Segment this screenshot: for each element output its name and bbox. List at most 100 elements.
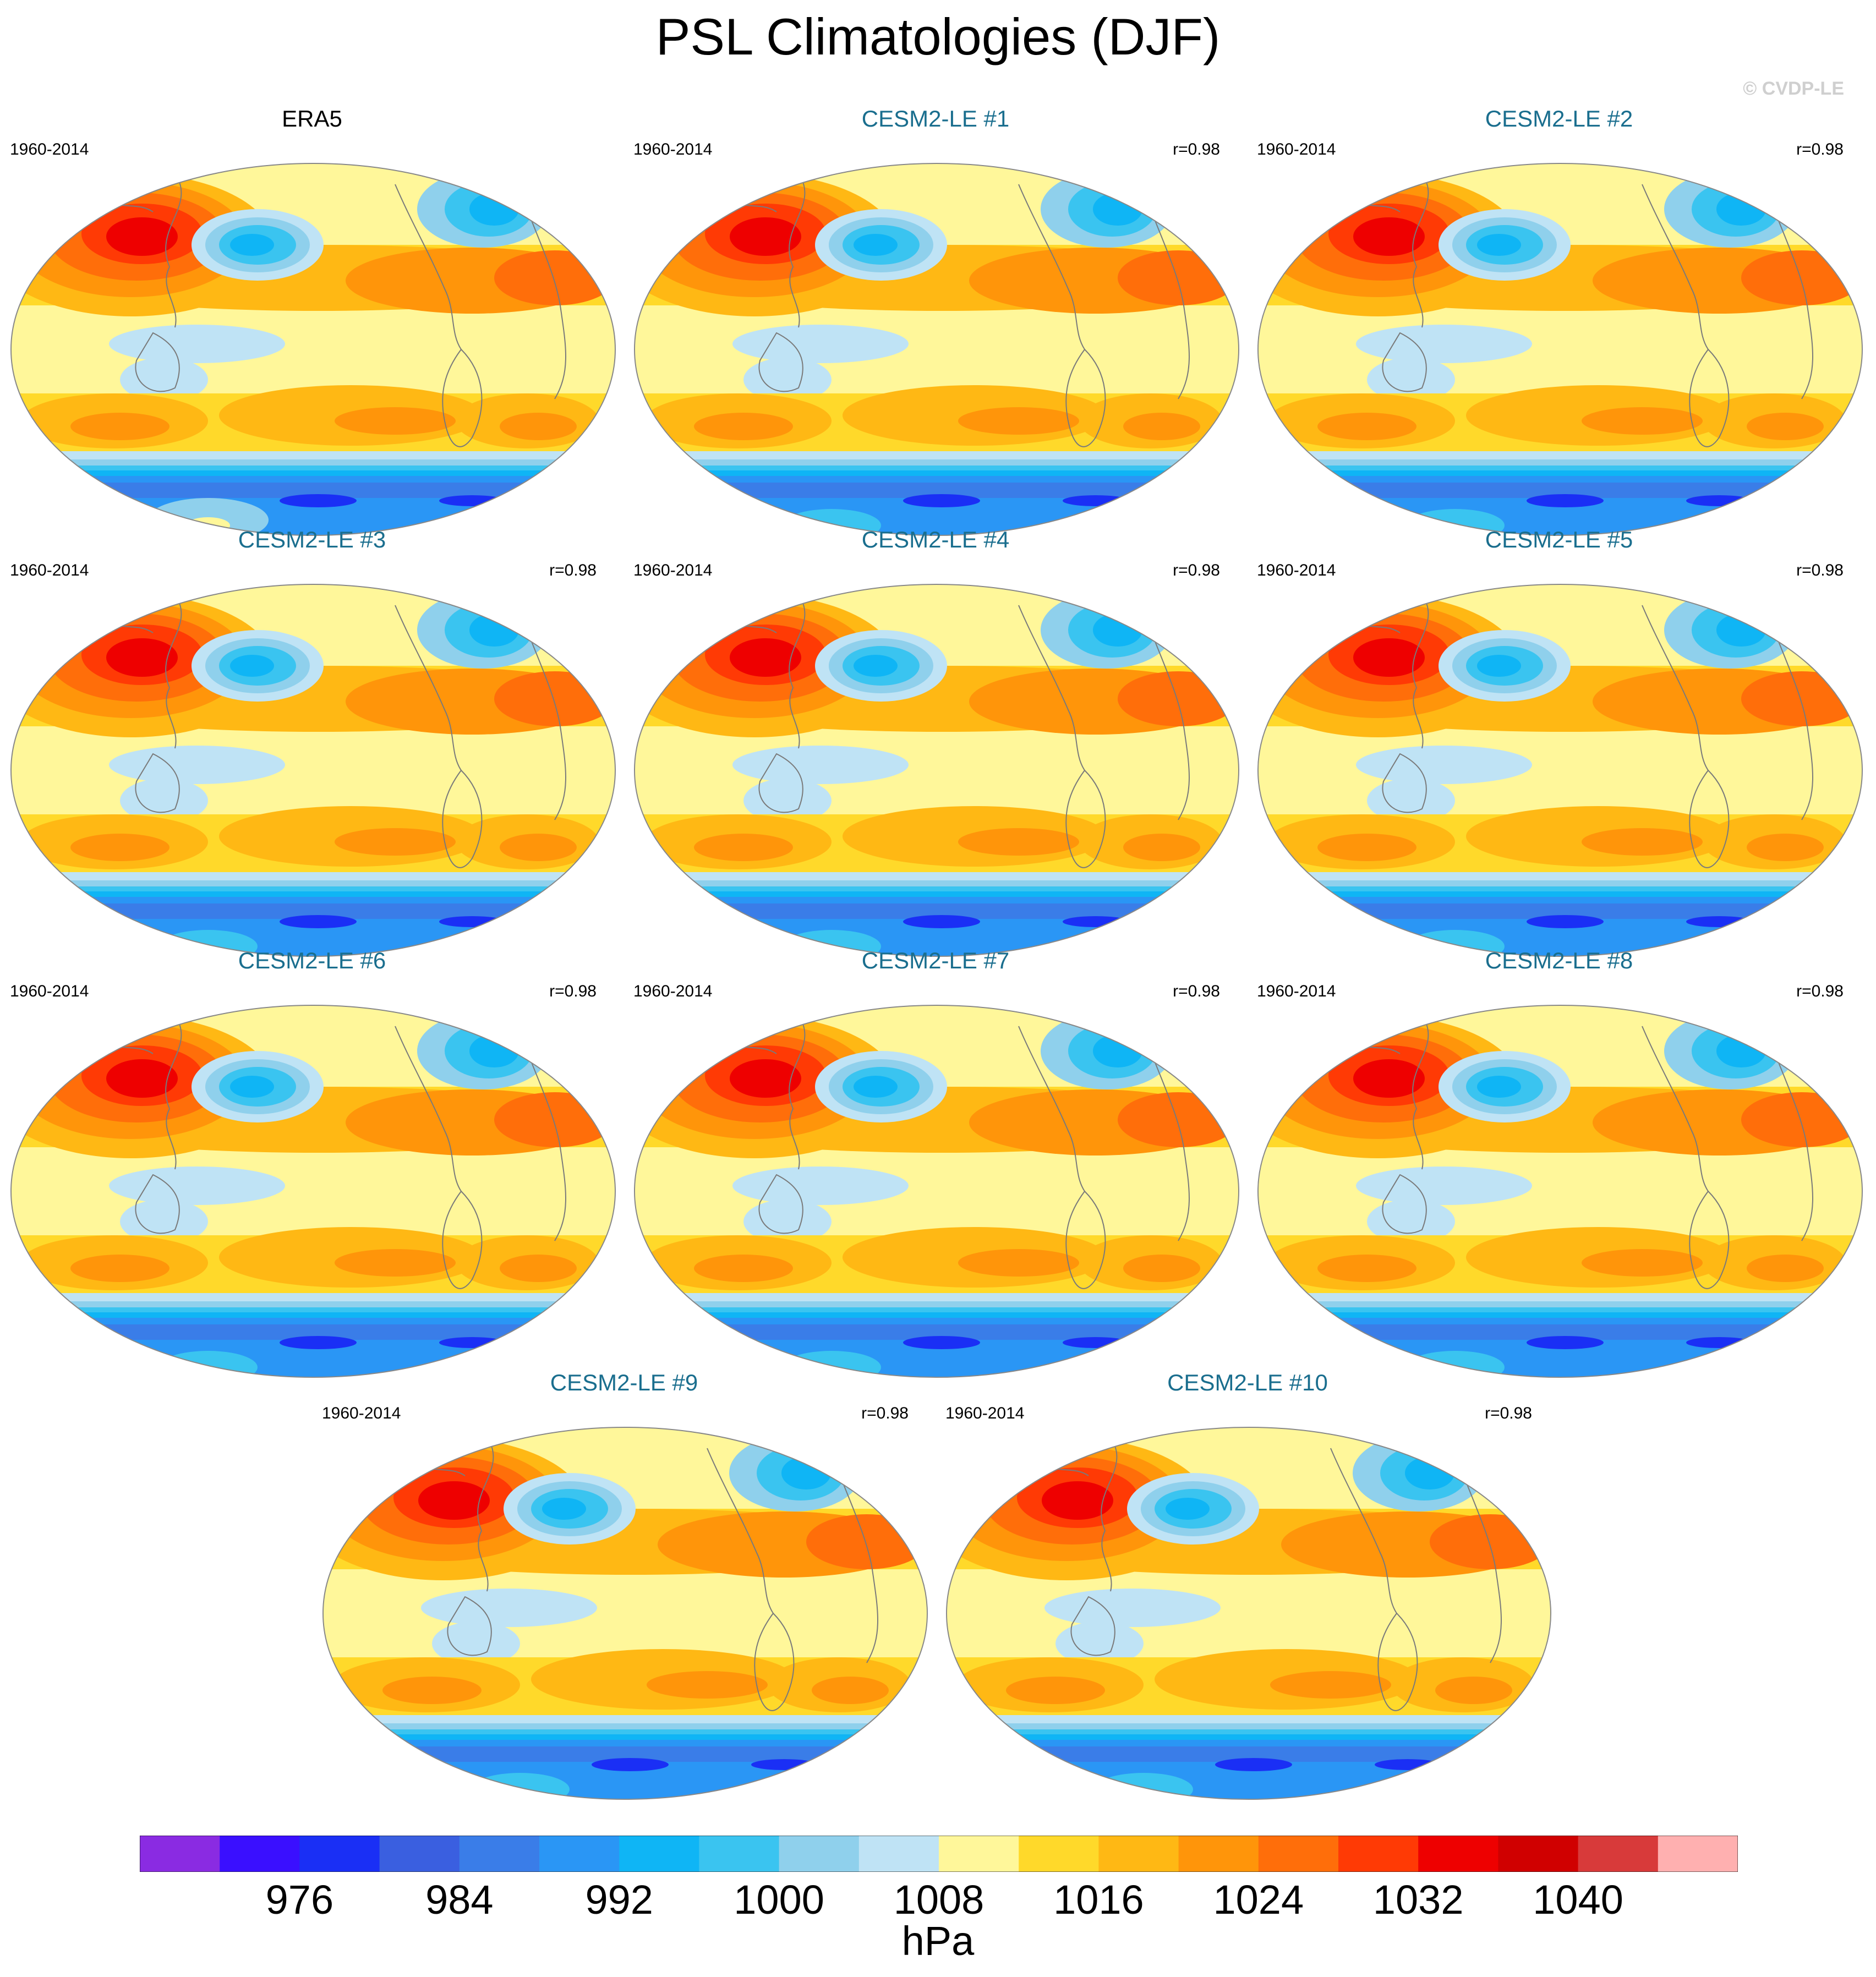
panel-title: CESM2-LE #2	[1485, 106, 1633, 132]
coastline	[1382, 332, 1427, 392]
psl-map	[634, 163, 1239, 536]
europe-high	[1741, 671, 1862, 726]
sh-high-atlantic-core	[1123, 1255, 1200, 1282]
australia-low	[1367, 1200, 1455, 1244]
colorbar-bin	[1338, 1836, 1419, 1872]
europe-high	[1118, 671, 1239, 726]
coastline	[1689, 348, 1730, 447]
sh-high-indian-core	[70, 1255, 169, 1282]
colorbar-tick-label: 1032	[1372, 1877, 1464, 1923]
panel-pattern-correlation: r=0.98	[1796, 561, 1844, 579]
coastline	[1768, 616, 1813, 820]
siberian-high-core	[730, 638, 801, 677]
australia-low	[1367, 358, 1455, 402]
so-core-indian	[76, 1340, 142, 1351]
sh-high-atlantic-core	[500, 834, 577, 861]
siberian-high-core	[1353, 1059, 1425, 1098]
so-belt-1004	[1258, 451, 1862, 461]
colorbar-bin	[140, 1836, 220, 1872]
so-core-amundsen	[1063, 1337, 1129, 1348]
colorbar-bin	[379, 1836, 460, 1872]
so-belt-988	[1258, 897, 1862, 905]
maritime-low	[1044, 1589, 1221, 1627]
so-core-ross	[903, 494, 980, 507]
map-panel: CESM2-LE #2 1960-2014 r=0.98	[1247, 106, 1871, 536]
coastline	[758, 332, 803, 392]
coastline	[1065, 769, 1106, 868]
so-belt-1000	[1258, 1301, 1862, 1309]
panel-title: CESM2-LE #3	[238, 527, 386, 552]
so-belt-1000	[11, 459, 615, 467]
panel-pattern-correlation: r=0.98	[1173, 561, 1220, 579]
coastline	[395, 605, 462, 771]
so-core-ross	[903, 1336, 980, 1349]
sh-high-pacific-core	[958, 407, 1079, 435]
coastline	[1768, 1037, 1813, 1241]
so-core-ross	[1527, 915, 1604, 928]
so-belt-988	[323, 1740, 927, 1748]
so-belt-1000	[323, 1723, 927, 1731]
psl-map	[946, 1427, 1551, 1800]
colorbar-tick-label: 992	[585, 1877, 653, 1923]
maritime-low	[1356, 746, 1532, 784]
coastline	[1065, 348, 1106, 447]
psl-map	[1257, 584, 1863, 957]
coastline	[1457, 1459, 1502, 1663]
so-core-ross	[280, 494, 357, 507]
coastline	[1377, 1612, 1418, 1711]
panel-period: 1960-2014	[322, 1404, 401, 1422]
so-belt-1004	[947, 1715, 1551, 1725]
coastline	[395, 1026, 462, 1192]
siberian-high-core	[106, 638, 178, 677]
europe-high	[494, 250, 615, 305]
so-core-indian	[1323, 1340, 1389, 1351]
map-panel: CESM2-LE #6 1960-2014 r=0.98	[0, 949, 624, 1378]
coastline	[1145, 1037, 1190, 1241]
panel-period: 1960-2014	[633, 561, 713, 579]
coastline	[447, 1596, 492, 1656]
colorbar-tick-label: 1008	[893, 1877, 985, 1923]
aleutian-low-core	[230, 655, 274, 677]
so-belt-992	[1258, 470, 1862, 477]
aleutian-low-core	[854, 234, 898, 256]
australia-low	[743, 358, 832, 402]
so-belt-1000	[635, 459, 1239, 467]
so-belt-1000	[1258, 880, 1862, 888]
panel-period: 1960-2014	[1257, 140, 1336, 158]
psl-map	[634, 1005, 1239, 1378]
colorbar-tick-label: 1024	[1213, 1877, 1304, 1923]
map-outline	[634, 1005, 1239, 1378]
so-core-amundsen	[439, 495, 505, 506]
australia-low	[120, 358, 208, 402]
siberian-high-core	[106, 217, 178, 256]
coastline	[135, 1174, 180, 1234]
colorbar-tick-label: 976	[265, 1877, 334, 1923]
map-panel: CESM2-LE #9 1960-2014 r=0.98	[312, 1371, 936, 1800]
sh-high-indian-core	[694, 834, 793, 861]
so-belt-988	[11, 897, 615, 905]
sh-high-atlantic-core	[1747, 413, 1824, 440]
maritime-low	[109, 1167, 285, 1205]
map-panel: CESM2-LE #5 1960-2014 r=0.98	[1247, 528, 1871, 957]
sh-high-atlantic-core	[1747, 834, 1824, 861]
psl-map	[634, 584, 1239, 957]
sh-high-atlantic-core	[812, 1677, 889, 1704]
maritime-low	[109, 746, 285, 784]
so-belt-992	[1258, 891, 1862, 898]
sh-high-pacific-core	[335, 1249, 456, 1277]
so-core-indian	[76, 919, 142, 930]
so-core-amundsen	[439, 1337, 505, 1348]
colorbar-tick-label: 1016	[1053, 1877, 1144, 1923]
australia-low	[120, 1200, 208, 1244]
aleutian-low-core	[542, 1498, 586, 1520]
sh-high-pacific-core	[1582, 828, 1703, 856]
psl-map	[10, 1005, 616, 1378]
panel-period: 1960-2014	[10, 140, 89, 158]
colorbar-bin	[1498, 1836, 1579, 1872]
sh-high-indian-core	[1006, 1677, 1105, 1704]
coastline	[789, 173, 806, 328]
colorbar-bin	[1418, 1836, 1498, 1872]
map-outline	[10, 1005, 616, 1378]
panel-period: 1960-2014	[945, 1404, 1025, 1422]
coastline	[395, 184, 462, 350]
